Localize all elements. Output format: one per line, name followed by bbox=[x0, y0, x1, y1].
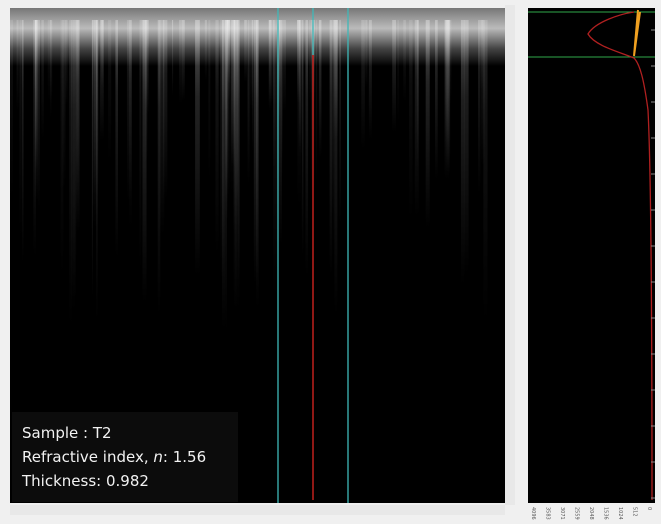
streak bbox=[22, 20, 24, 264]
refractive-value: : 1.56 bbox=[163, 448, 206, 466]
streak bbox=[230, 20, 234, 195]
streak bbox=[179, 20, 183, 104]
streak bbox=[334, 20, 337, 316]
streak bbox=[248, 20, 250, 185]
axis-label: 3583 bbox=[545, 507, 551, 520]
axis-label: 1536 bbox=[603, 507, 609, 520]
streak bbox=[227, 20, 230, 84]
streak bbox=[41, 20, 43, 140]
streak bbox=[215, 20, 218, 255]
streak bbox=[464, 20, 468, 274]
streak bbox=[38, 20, 40, 209]
streak bbox=[397, 20, 399, 123]
streak bbox=[478, 20, 480, 194]
axis-label: 3071 bbox=[559, 507, 565, 520]
streak bbox=[100, 20, 104, 141]
vertical-scrollbar[interactable] bbox=[505, 5, 515, 505]
streak bbox=[283, 20, 286, 112]
streak bbox=[297, 20, 301, 208]
streak bbox=[205, 20, 207, 80]
streak bbox=[309, 20, 312, 103]
streak bbox=[333, 20, 335, 256]
streak bbox=[145, 20, 148, 114]
streak bbox=[158, 20, 161, 316]
streak bbox=[226, 20, 227, 333]
thickness-label: Thickness: 0.982 bbox=[21, 472, 149, 490]
streak bbox=[93, 20, 97, 229]
streak bbox=[10, 20, 13, 199]
streak bbox=[305, 20, 308, 277]
streak bbox=[426, 20, 430, 228]
streak bbox=[302, 20, 304, 257]
streak bbox=[252, 20, 253, 153]
horizontal-scrollbar[interactable] bbox=[10, 505, 505, 515]
streak bbox=[65, 20, 67, 107]
streak bbox=[409, 20, 412, 220]
streak bbox=[365, 20, 367, 88]
axis-label: 1024 bbox=[617, 507, 623, 520]
streak bbox=[361, 20, 365, 150]
streak bbox=[435, 20, 438, 180]
streak bbox=[392, 20, 396, 132]
axis-label: 2048 bbox=[588, 507, 594, 520]
streak bbox=[19, 20, 21, 240]
refractive-prefix: Refractive index, bbox=[22, 448, 153, 466]
streak bbox=[129, 20, 132, 228]
streak bbox=[339, 20, 341, 226]
streak bbox=[415, 20, 419, 217]
streak bbox=[238, 20, 240, 283]
streak bbox=[220, 20, 224, 279]
streak bbox=[461, 20, 464, 285]
streak bbox=[256, 20, 259, 309]
streak bbox=[403, 20, 406, 102]
streak bbox=[115, 20, 118, 258]
streak bbox=[50, 20, 52, 118]
streak bbox=[108, 20, 111, 162]
streak bbox=[76, 20, 80, 233]
profile-plot bbox=[528, 8, 655, 503]
axis-label: 0 bbox=[646, 507, 652, 510]
streak bbox=[35, 20, 37, 170]
axis-label: 512 bbox=[632, 507, 638, 517]
streak bbox=[369, 20, 372, 140]
streak bbox=[182, 20, 184, 101]
streak bbox=[483, 20, 487, 322]
streak bbox=[61, 20, 64, 277]
axis-label: 4096 bbox=[530, 507, 536, 520]
axis-label: 2559 bbox=[574, 507, 580, 520]
sample-label: Sample : T2 bbox=[22, 424, 112, 442]
streak bbox=[141, 20, 146, 82]
streak bbox=[319, 20, 321, 158]
streak bbox=[244, 20, 247, 82]
app-window: Sample : T2 Refractive index, n: 1.56 Th… bbox=[0, 0, 661, 524]
streak bbox=[330, 20, 333, 275]
streak bbox=[316, 20, 317, 185]
streak bbox=[92, 20, 93, 299]
refractive-label: Refractive index, n: 1.56 bbox=[22, 448, 206, 466]
streak bbox=[446, 20, 450, 173]
streak bbox=[17, 20, 19, 112]
streak bbox=[172, 20, 173, 96]
streak bbox=[195, 20, 200, 276]
refractive-symbol: n bbox=[153, 448, 163, 466]
streak bbox=[163, 20, 167, 200]
streak bbox=[269, 20, 274, 103]
streak bbox=[208, 20, 210, 181]
